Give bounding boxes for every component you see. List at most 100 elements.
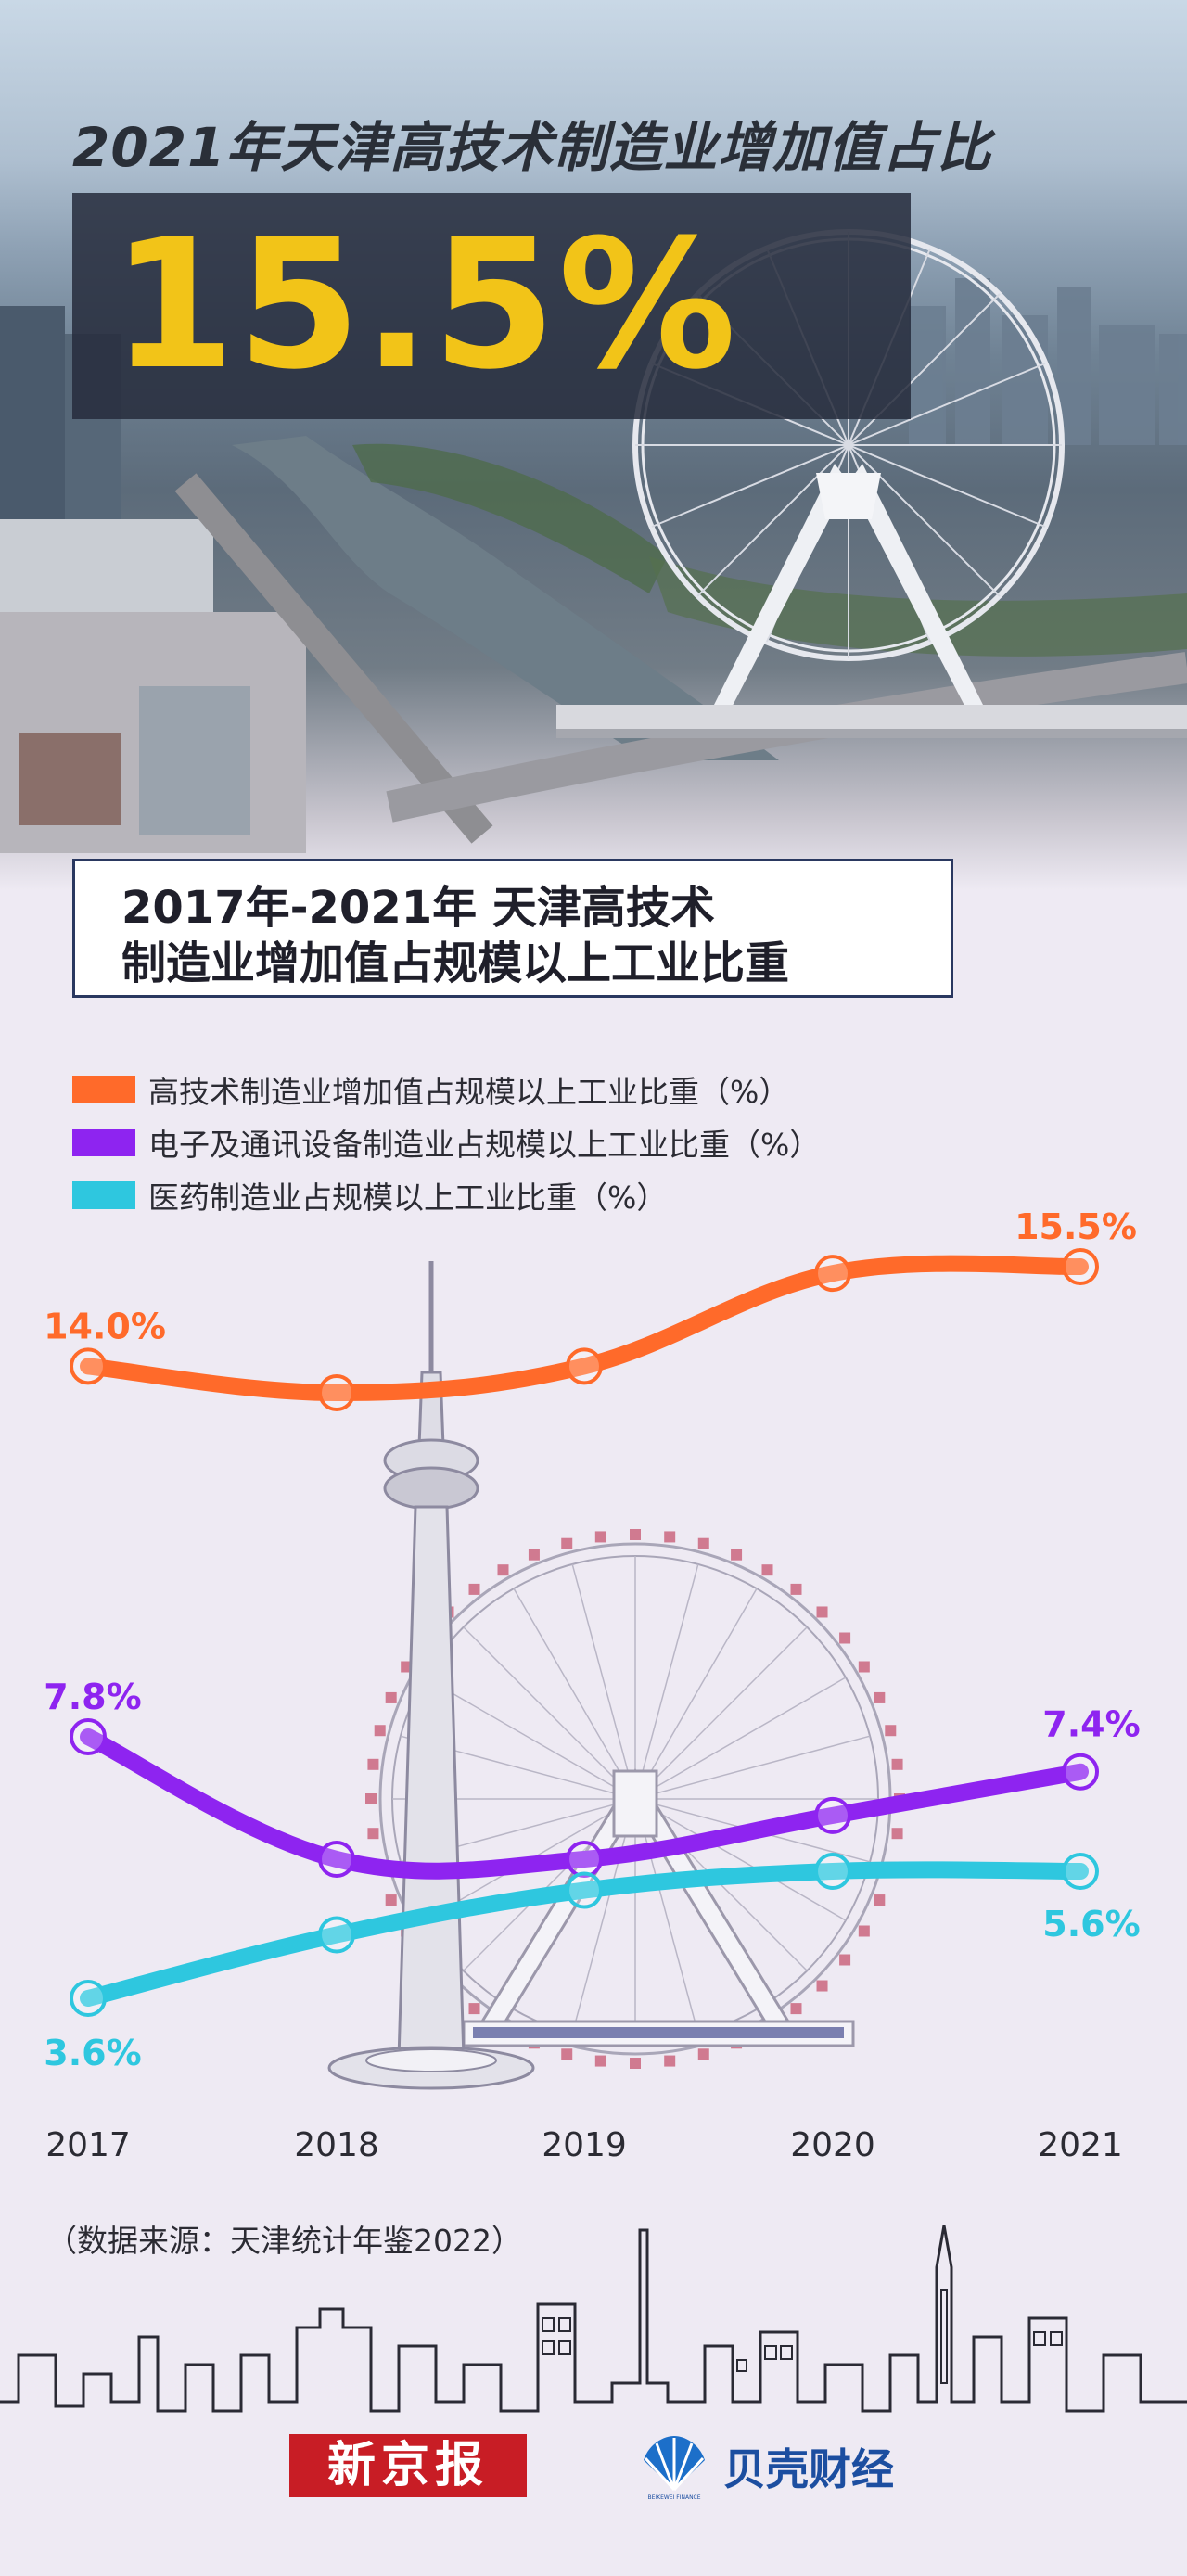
series-line — [80, 1728, 1089, 1880]
shell-icon: BEIKEWEI FINANCE — [644, 2436, 705, 2501]
data-point — [1062, 1753, 1099, 1791]
hero-value-box: 15.5% — [72, 193, 911, 419]
data-source: （数据来源：天津统计年鉴2022） — [46, 2223, 522, 2259]
data-label: 7.8% — [44, 1677, 141, 1717]
beike-subtitle: BEIKEWEI FINANCE — [647, 2494, 700, 2501]
landmark-illustration — [327, 1261, 905, 2090]
wheel-cabin — [594, 1531, 606, 1543]
data-point — [814, 1796, 851, 1834]
legend-swatch — [72, 1129, 135, 1156]
data-point — [1062, 1853, 1099, 1890]
legend-item-high-tech: 高技术制造业增加值占规模以上工业比重（%） — [72, 1066, 789, 1113]
chart-title-line-1: 2017年-2021年 天津高技术 — [121, 882, 715, 934]
chart-title-box: 2017年-2021年 天津高技术 制造业增加值占规模以上工业比重 — [72, 859, 953, 998]
wheel-spoke — [634, 1798, 699, 2034]
wheel-cabin — [885, 1725, 897, 1737]
xinjingbao-logo: 新京报 — [289, 2434, 527, 2497]
wheel-cabin — [858, 1925, 870, 1937]
legend-swatch — [72, 1181, 135, 1209]
wheel-cabin — [401, 1661, 413, 1673]
wheel-cabin — [816, 1606, 828, 1618]
hero-title: 2021年天津高技术制造业增加值占比 — [72, 116, 992, 179]
data-point — [70, 1980, 107, 2017]
wheel-cabin — [816, 1980, 828, 1992]
wheel-cabin — [731, 1549, 743, 1561]
legend-label: 医药制造业占规模以上工业比重（%） — [148, 1180, 668, 1216]
data-label: 14.0% — [44, 1306, 166, 1346]
wheel-cabin — [790, 2003, 802, 2015]
data-point — [318, 1841, 355, 1878]
line-chart: 14.0% 15.5% 7.8% 7.4% 3.6% 5.6% 2017 2018 2019 2… — [44, 1206, 1141, 2164]
wheel-cabin — [594, 2055, 606, 2067]
wheel-spoke — [634, 1588, 758, 1800]
wheel-cabin — [385, 1894, 397, 1906]
data-point — [566, 1841, 603, 1878]
wheel-spoke — [634, 1563, 699, 1800]
data-label: 3.6% — [44, 2033, 141, 2073]
wheel-spoke — [513, 1588, 636, 1800]
legend-item-electronics: 电子及通讯设备制造业占规模以上工业比重（%） — [72, 1119, 820, 1166]
data-point — [70, 1718, 107, 1755]
wheel-cabin — [367, 1758, 379, 1770]
wheel-cabin — [664, 1531, 676, 1543]
wheel-cabin — [468, 1583, 480, 1595]
beike-finance-logo: BEIKEWEI FINANCE 贝壳财经 — [636, 2429, 894, 2504]
wheel-spoke — [634, 1798, 847, 1921]
wheel-cabin — [874, 1894, 886, 1906]
wheel-cabin — [561, 1537, 573, 1549]
wheel-cabin — [839, 1954, 851, 1966]
wheel-cabin — [385, 1691, 397, 1703]
series-line — [80, 1255, 1089, 1402]
wheel-cabin — [497, 1564, 509, 1576]
beike-finance-label: 贝壳财经 — [723, 2444, 894, 2494]
wheel-cabin — [891, 1828, 903, 1840]
wheel-cabin — [761, 1564, 773, 1576]
wheel-cabin — [468, 2003, 480, 2015]
data-point — [318, 1916, 355, 1954]
data-point — [1062, 1248, 1099, 1285]
wheel-cabin — [365, 1793, 377, 1804]
wheel-spoke — [634, 1735, 871, 1800]
hero-photo: 2021年天津高技术制造业增加值占比 15.5% — [0, 0, 1187, 890]
data-label: 5.6% — [1042, 1904, 1140, 1945]
wheel-cabin — [374, 1725, 386, 1737]
hero-value: 15.5% — [110, 202, 739, 409]
data-point — [318, 1374, 355, 1411]
data-label: 7.4% — [1042, 1704, 1140, 1745]
chart-title-line-2: 制造业增加值占规模以上工业比重 — [121, 937, 790, 989]
data-point — [566, 1347, 603, 1385]
skyline-illustration — [0, 2225, 1187, 2413]
wheel-cabin — [528, 1549, 540, 1561]
x-tick-label: 2020 — [790, 2126, 875, 2164]
legend-swatch — [72, 1076, 135, 1103]
data-label: 15.5% — [1015, 1206, 1137, 1247]
data-point — [814, 1853, 851, 1890]
x-tick-label: 2017 — [45, 2126, 131, 2164]
wheel-spoke — [634, 1626, 808, 1800]
wheel-cabin — [858, 1661, 870, 1673]
data-point — [566, 1871, 603, 1909]
wheel-spoke — [571, 1798, 636, 2034]
wheel-cabin — [561, 2048, 573, 2060]
x-tick-label: 2021 — [1038, 2126, 1123, 2164]
data-point — [814, 1255, 851, 1293]
legend-label: 高技术制造业增加值占规模以上工业比重（%） — [148, 1074, 790, 1110]
wheel-cabin — [630, 2058, 641, 2069]
legend-label: 电子及通讯设备制造业占规模以上工业比重（%） — [148, 1127, 821, 1163]
wheel-spoke — [424, 1677, 636, 1800]
wheel-spoke — [634, 1677, 847, 1800]
data-point — [70, 1347, 107, 1385]
wheel-cabin — [891, 1758, 903, 1770]
city-photo-illustration — [0, 229, 1187, 853]
wheel-cabin — [630, 1529, 641, 1540]
wheel-spoke — [463, 1626, 636, 1800]
x-tick-label: 2019 — [542, 2126, 627, 2164]
series-line — [80, 1861, 1089, 2007]
legend-item-pharma: 医药制造业占规模以上工业比重（%） — [72, 1172, 667, 1218]
wheel-cabin — [367, 1828, 379, 1840]
wheel-cabin — [874, 1691, 886, 1703]
wheel-cabin — [697, 2048, 709, 2060]
wheel-cabin — [839, 1632, 851, 1644]
wheel-cabin — [697, 1537, 709, 1549]
wheel-cabin — [664, 2055, 676, 2067]
